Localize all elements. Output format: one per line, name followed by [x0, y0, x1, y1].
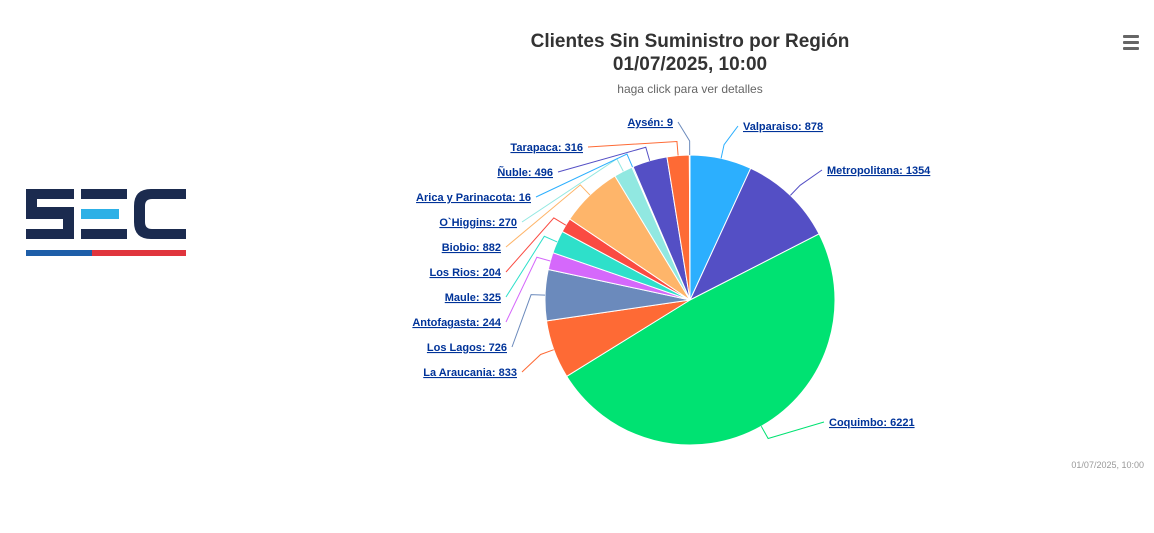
logo-stripe-red: [92, 250, 186, 256]
sec-logo: [26, 189, 186, 256]
pie-label-metropolitana[interactable]: Metropolitana: 1354: [827, 165, 931, 177]
pie-connector-metropolitana: [790, 169, 823, 196]
pie-connector-tarapaca: [587, 141, 679, 156]
logo-stripe-blue: [26, 250, 92, 256]
logo-letter-s: [26, 189, 74, 239]
pie-connector-los-rios: [505, 217, 567, 273]
pie-label-biobio[interactable]: Biobio: 882: [442, 242, 501, 254]
pie-connector-antofagasta: [505, 256, 551, 323]
pie-labels: Valparaiso: 878 Metropolitana: 1354 Coquim…: [412, 117, 931, 429]
pie-label-maule[interactable]: Maule: 325: [445, 292, 501, 304]
pie-label-los-rios[interactable]: Los Rios: 204: [429, 267, 501, 279]
pie-label-aysen[interactable]: Aysén: 9: [628, 117, 673, 129]
logo-bar-bottom: [81, 229, 127, 239]
pie-connector-biobio: [505, 184, 591, 248]
pie-slice-metropolitana[interactable]: [688, 167, 820, 302]
chart-title-line2: 01/07/2025, 10:00: [612, 54, 768, 75]
chart-title: Clientes Sin Suministro por Región 01/07…: [390, 30, 990, 76]
pie-connector-arica-y-parinacota: [535, 153, 633, 198]
pie-connector-los-lagos: [511, 294, 546, 348]
pie-connector-maule: [505, 235, 558, 298]
pie-label-la-araucania[interactable]: La Araucania: 833: [423, 367, 517, 379]
pie-slices: [544, 154, 836, 446]
pie-label-nuble[interactable]: Ñuble: 496: [497, 166, 553, 179]
pie-connector-coquimbo: [760, 421, 825, 440]
chart-subtitle: haga click para ver detalles: [617, 82, 763, 96]
pie-connector-valparaiso: [720, 125, 739, 159]
logo-bar-top: [81, 189, 127, 199]
pie-slice-aysen[interactable]: [688, 154, 691, 301]
pie-label-tarapaca[interactable]: Tarapaca: 316: [510, 142, 583, 154]
pie-label-o-higgins[interactable]: O`Higgins: 270: [439, 217, 517, 229]
logo-letter-c: [134, 189, 186, 239]
chart-title-line1: Clientes Sin Suministro por Región: [530, 31, 850, 52]
hamburger-menu-icon[interactable]: [1118, 30, 1144, 54]
pie-label-antofagasta[interactable]: Antofagasta: 244: [412, 317, 502, 329]
pie-label-valparaiso[interactable]: Valparaiso: 878: [743, 121, 823, 133]
credits-timestamp: 01/07/2025, 10:00: [1071, 460, 1144, 470]
pie-label-los-lagos[interactable]: Los Lagos: 726: [427, 342, 507, 354]
pie-connector-nuble: [557, 146, 651, 173]
pie-label-coquimbo[interactable]: Coquimbo: 6221: [829, 417, 915, 429]
pie-connectors: [505, 121, 825, 440]
logo-bar-middle: [81, 209, 119, 219]
pie-slice-coquimbo[interactable]: [566, 233, 836, 446]
pie-connector-la-araucania: [521, 349, 554, 373]
pie-label-arica-y-parinacota[interactable]: Arica y Parinacota: 16: [416, 192, 531, 204]
pie-connector-aysen: [677, 121, 691, 156]
